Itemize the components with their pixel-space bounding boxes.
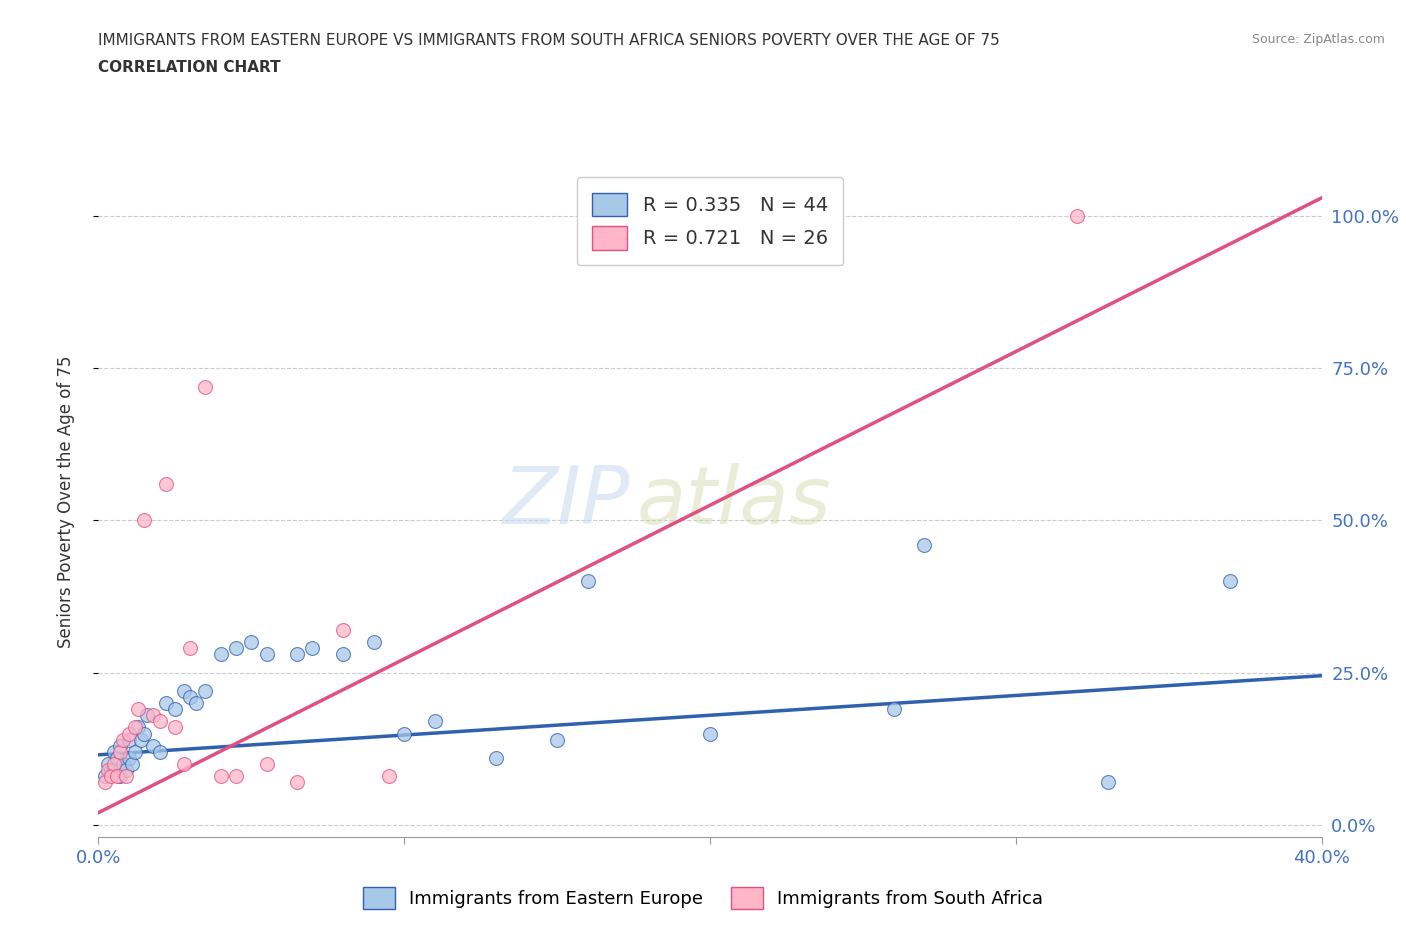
Point (285, 775, 308, 790)
Point (1066, 208, 1088, 223)
Point (93, 769, 115, 784)
Point (576, 574, 599, 589)
Point (149, 714, 172, 729)
Text: Source: ZipAtlas.com: Source: ZipAtlas.com (1251, 33, 1385, 46)
Point (118, 732, 141, 747)
Point (163, 720, 186, 735)
Point (97, 756, 120, 771)
Point (209, 647, 232, 662)
Y-axis label: Seniors Poverty Over the Age of 75: Seniors Poverty Over the Age of 75 (56, 356, 75, 648)
Point (423, 714, 446, 729)
Point (173, 756, 195, 771)
Point (118, 751, 141, 765)
Point (115, 769, 138, 784)
Point (108, 744, 131, 759)
Point (225, 641, 247, 656)
Point (103, 763, 125, 777)
Point (485, 751, 508, 765)
Point (100, 763, 122, 777)
Point (127, 702, 149, 717)
Point (285, 647, 308, 662)
Point (256, 647, 278, 662)
Point (392, 726, 416, 741)
Point (179, 689, 201, 704)
Point (103, 744, 125, 759)
Point (155, 696, 177, 711)
Legend: Immigrants from Eastern Europe, Immigrants from South Africa: Immigrants from Eastern Europe, Immigran… (356, 880, 1050, 916)
Point (127, 720, 149, 735)
Point (124, 720, 146, 735)
Point (155, 476, 177, 491)
Point (1219, 574, 1241, 589)
Point (194, 684, 217, 698)
Point (121, 756, 143, 771)
Point (332, 647, 354, 662)
Point (209, 769, 232, 784)
Point (142, 708, 165, 723)
Point (149, 744, 172, 759)
Text: ZIP: ZIP (503, 463, 630, 541)
Point (186, 696, 208, 711)
Point (225, 769, 247, 784)
Point (108, 738, 131, 753)
Point (115, 763, 138, 777)
Point (105, 751, 128, 765)
Point (103, 756, 125, 771)
Point (332, 622, 354, 637)
Point (118, 726, 141, 741)
Text: CORRELATION CHART: CORRELATION CHART (98, 60, 281, 75)
Point (163, 702, 186, 717)
Point (363, 635, 385, 650)
Legend: R = 0.335   N = 44, R = 0.721   N = 26: R = 0.335 N = 44, R = 0.721 N = 26 (576, 177, 844, 265)
Point (301, 641, 323, 656)
Text: atlas: atlas (637, 463, 831, 541)
Point (699, 726, 721, 741)
Point (912, 538, 935, 552)
Point (97, 763, 120, 777)
Text: IMMIGRANTS FROM EASTERN EUROPE VS IMMIGRANTS FROM SOUTH AFRICA SENIORS POVERTY O: IMMIGRANTS FROM EASTERN EUROPE VS IMMIGR… (98, 33, 1000, 47)
Point (124, 744, 146, 759)
Point (134, 513, 156, 528)
Point (179, 641, 201, 656)
Point (142, 738, 165, 753)
Point (93, 775, 115, 790)
Point (111, 756, 134, 771)
Point (378, 769, 401, 784)
Point (129, 732, 152, 747)
Point (173, 684, 195, 698)
Point (100, 769, 122, 784)
Point (256, 756, 278, 771)
Point (105, 769, 128, 784)
Point (108, 769, 131, 784)
Point (883, 702, 905, 717)
Point (136, 708, 159, 723)
Point (240, 635, 263, 650)
Point (134, 726, 156, 741)
Point (194, 379, 217, 394)
Point (111, 732, 134, 747)
Point (1097, 775, 1119, 790)
Point (546, 732, 568, 747)
